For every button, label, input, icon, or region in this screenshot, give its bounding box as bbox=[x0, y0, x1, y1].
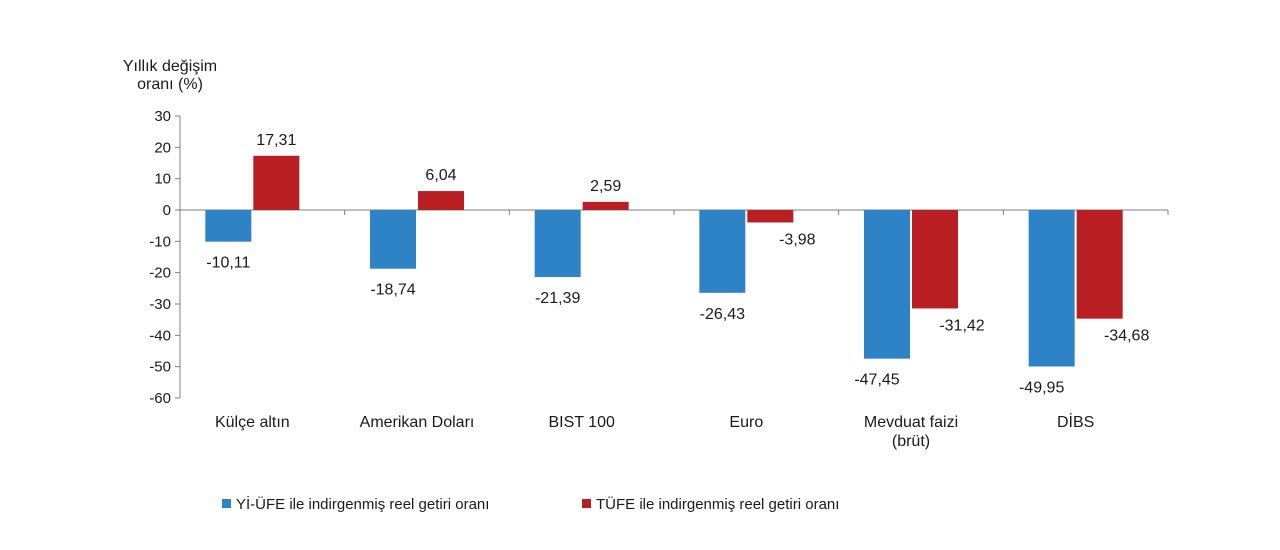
category-label: Külçe altın bbox=[215, 414, 290, 431]
y-tick-label: -20 bbox=[149, 265, 171, 282]
data-label: 17,31 bbox=[256, 132, 296, 149]
bar-yiufe bbox=[534, 210, 581, 278]
y-tick-label: 20 bbox=[154, 139, 171, 156]
data-label: -31,42 bbox=[939, 317, 984, 334]
y-tick-label: -60 bbox=[149, 390, 171, 407]
legend: Yİ-ÜFE ile indirgenmiş reel getiri oranı… bbox=[222, 495, 839, 513]
axes bbox=[179, 116, 1169, 398]
bar-tufe bbox=[418, 191, 464, 210]
category-label: Amerikan Doları bbox=[360, 414, 475, 431]
legend-label: TÜFE ile indirgenmiş reel getiri oranı bbox=[596, 495, 839, 513]
bar-tufe bbox=[747, 210, 794, 223]
category-label: (brüt) bbox=[892, 433, 930, 450]
bar-tufe bbox=[912, 210, 958, 309]
category-label: BIST 100 bbox=[548, 414, 615, 431]
y-tick-label: 10 bbox=[154, 171, 171, 188]
y-tick-label: 30 bbox=[154, 108, 171, 125]
data-label: -18,74 bbox=[370, 282, 415, 299]
data-label: -34,68 bbox=[1104, 328, 1149, 345]
bar-yiufe bbox=[699, 210, 746, 293]
y-tick-label: -30 bbox=[149, 296, 171, 313]
bar-yiufe bbox=[864, 210, 910, 359]
bar-yiufe bbox=[1028, 210, 1075, 367]
y-axis-title-line: oranı (%) bbox=[137, 76, 203, 93]
y-tick-label: -40 bbox=[149, 327, 171, 344]
legend-swatch-yiufe bbox=[222, 499, 231, 508]
category-label: Mevduat faizi bbox=[864, 414, 958, 431]
data-label: 2,59 bbox=[590, 178, 621, 195]
y-axis-ticks: 30 20 10 0 -10 -20 -30 -40 -50 -60 bbox=[149, 108, 180, 407]
bar-yiufe bbox=[205, 210, 252, 242]
data-label: -10,11 bbox=[206, 255, 250, 272]
category-label: Euro bbox=[729, 414, 763, 431]
y-axis-title-line: Yıllık değişim bbox=[123, 58, 217, 75]
data-label: -26,43 bbox=[700, 306, 745, 323]
data-label: -49,95 bbox=[1019, 380, 1064, 397]
data-labels: -10,11 -18,74 -21,39 -26,43 -47,45 -49,95 17,3… bbox=[206, 132, 1149, 397]
x-axis-labels: Külçe altın Amerikan Doları BIST 100 Euro Me… bbox=[215, 412, 1094, 450]
bar-tufe bbox=[253, 155, 300, 210]
bar-tufe bbox=[1076, 210, 1123, 319]
legend-label: Yİ-ÜFE ile indirgenmiş reel getiri oranı bbox=[236, 495, 489, 513]
bars bbox=[205, 155, 1123, 367]
data-label: -3,98 bbox=[779, 231, 816, 248]
y-tick-label: 0 bbox=[163, 202, 171, 219]
y-tick-label: -50 bbox=[149, 359, 171, 376]
y-tick-label: -10 bbox=[149, 233, 171, 250]
data-label: 6,04 bbox=[425, 167, 456, 184]
data-label: -47,45 bbox=[854, 372, 899, 389]
bar-tufe bbox=[582, 201, 629, 210]
bar-yiufe bbox=[370, 210, 416, 269]
legend-swatch-tufe bbox=[582, 499, 591, 508]
category-label: DİBS bbox=[1057, 412, 1094, 431]
data-label: -21,39 bbox=[535, 290, 580, 307]
